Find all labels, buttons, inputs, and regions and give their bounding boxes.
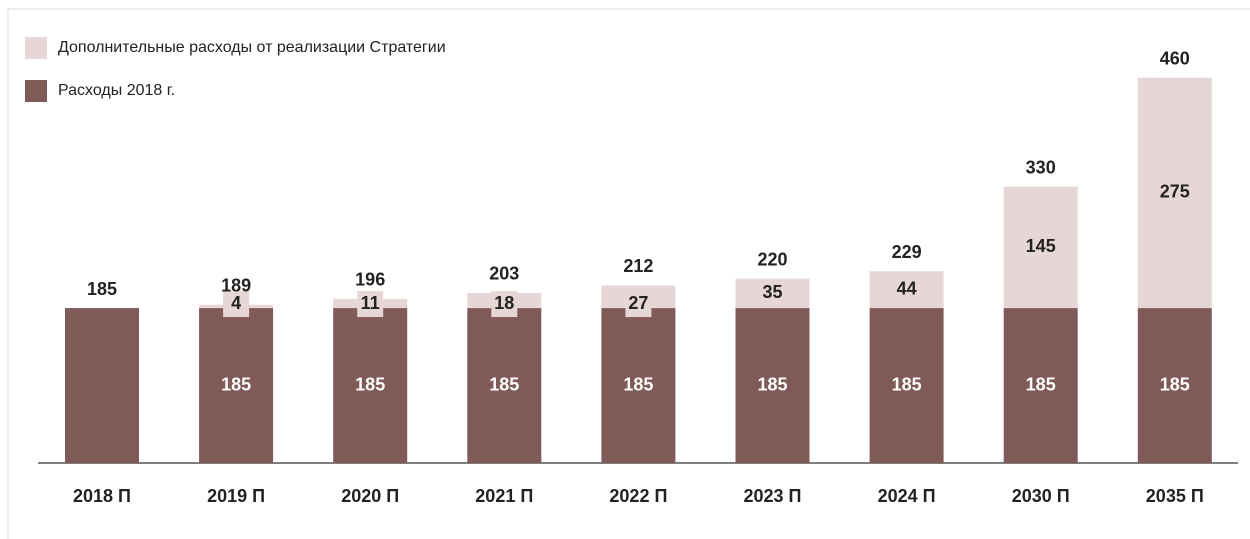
value-label: 4 — [231, 293, 241, 313]
x-tick-label: 2021 П — [475, 486, 533, 506]
bar-segment — [1137, 308, 1212, 463]
legend-swatch — [25, 80, 47, 102]
value-label: 18 — [494, 293, 514, 313]
value-label: 185 — [1160, 374, 1190, 394]
value-label: 11 — [361, 293, 380, 313]
label-box — [223, 291, 250, 318]
x-tick-label: 2024 П — [878, 486, 936, 506]
bar-segment — [601, 308, 676, 463]
x-tick-label: 2023 П — [744, 486, 802, 506]
value-label: 185 — [1026, 374, 1056, 394]
value-label: 145 — [1026, 236, 1056, 256]
value-label: 185 — [892, 374, 922, 394]
legend-label: Дополнительные расходы от реализации Стр… — [58, 39, 446, 56]
x-tick-label: 2030 П — [1012, 486, 1070, 506]
total-label: 212 — [623, 256, 653, 276]
value-label: 185 — [489, 374, 519, 394]
x-tick-label: 2018 П — [73, 486, 131, 506]
legend-swatch — [25, 37, 47, 59]
label-box — [625, 291, 652, 318]
total-label: 196 — [355, 270, 385, 290]
total-label: 229 — [892, 242, 922, 262]
value-label: 35 — [762, 282, 782, 302]
value-label: 185 — [757, 374, 787, 394]
x-tick-label: 2022 П — [609, 486, 667, 506]
value-label: 27 — [628, 293, 648, 313]
bar-segment — [869, 308, 944, 463]
total-label: 460 — [1160, 49, 1190, 69]
bar-segment — [735, 278, 810, 309]
bar-segment — [1003, 186, 1078, 309]
bar-segment — [869, 271, 944, 309]
total-label: 189 — [221, 275, 251, 295]
value-label: 185 — [221, 374, 251, 394]
bar-segment — [333, 308, 408, 463]
total-label: 185 — [87, 279, 117, 299]
bar-segment — [735, 308, 810, 463]
value-label: 275 — [1160, 182, 1190, 202]
total-label: 330 — [1026, 157, 1056, 177]
label-box — [357, 291, 384, 318]
bar-segment — [467, 308, 542, 463]
value-label: 44 — [897, 278, 917, 298]
value-label: 185 — [623, 374, 653, 394]
bar-segment — [199, 308, 274, 463]
bar-segment — [1003, 308, 1078, 463]
x-tick-label: 2035 П — [1146, 486, 1204, 506]
legend-label: Расходы 2018 г. — [58, 82, 175, 99]
label-box — [491, 291, 518, 318]
x-tick-label: 2019 П — [207, 486, 265, 506]
bar-segment — [1137, 77, 1212, 309]
x-tick-label: 2020 П — [341, 486, 399, 506]
value-label: 185 — [355, 374, 385, 394]
bar-segment — [65, 308, 139, 463]
total-label: 220 — [757, 250, 787, 270]
total-label: 203 — [489, 264, 519, 284]
